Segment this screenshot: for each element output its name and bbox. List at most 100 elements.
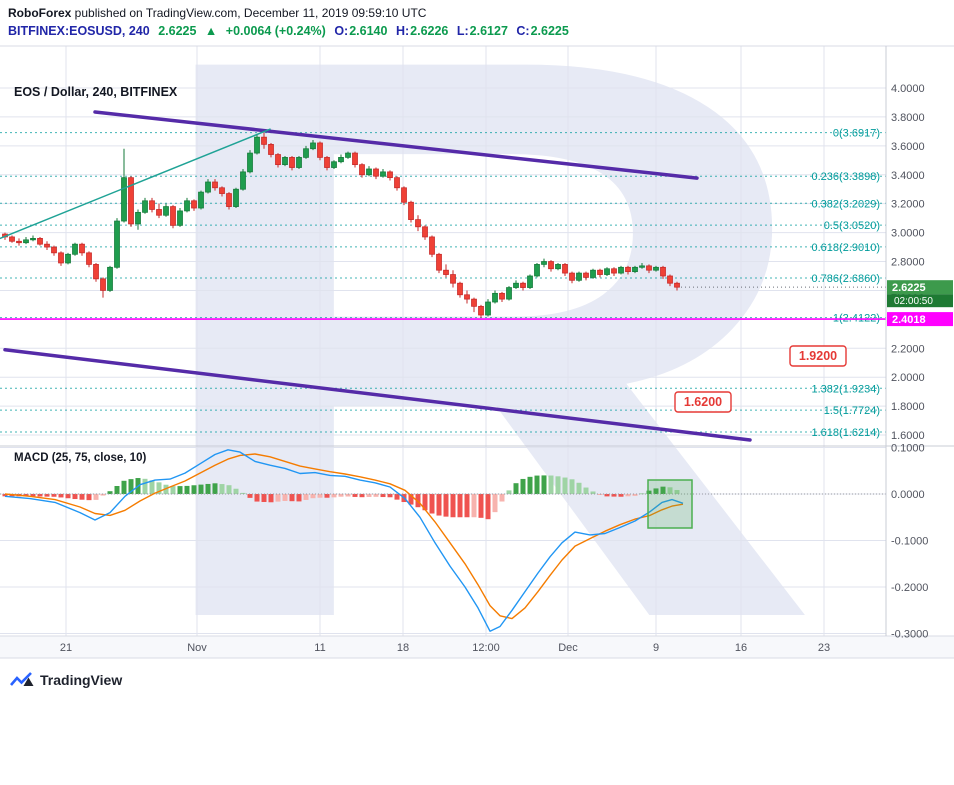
macd-bar bbox=[191, 485, 197, 494]
candle-down bbox=[359, 164, 365, 176]
candle-down bbox=[51, 246, 57, 254]
candle-up bbox=[632, 266, 638, 273]
macd-bar bbox=[541, 475, 547, 494]
macd-tick-label: 0.0000 bbox=[891, 489, 925, 501]
candle-down bbox=[44, 243, 50, 248]
candle-down bbox=[429, 236, 435, 255]
candle-down bbox=[170, 206, 176, 226]
candle-up bbox=[513, 282, 519, 288]
descending-trendline-lower[interactable] bbox=[3, 347, 752, 442]
price-tick-label: 2.8000 bbox=[891, 257, 925, 269]
candle-up bbox=[23, 239, 29, 244]
candle-down bbox=[93, 264, 99, 280]
macd-bar bbox=[562, 477, 568, 494]
macd-bar bbox=[51, 494, 57, 497]
macd-cross-highlight[interactable] bbox=[647, 479, 693, 529]
candle-down bbox=[128, 177, 134, 225]
magenta-price-tag: 2.4018 bbox=[892, 314, 926, 326]
candle-down bbox=[443, 269, 449, 275]
price-tick-label: 3.0000 bbox=[891, 228, 925, 240]
grid-lines bbox=[0, 46, 886, 636]
macd-bar bbox=[156, 482, 162, 494]
candle-up bbox=[30, 238, 36, 241]
chart-canvas[interactable]: 0(3.6917) 0.236(3.3898) 0.382(3.2029) 0.5(3… bbox=[0, 0, 954, 700]
time-tick-label: 21 bbox=[60, 642, 72, 654]
macd-bar bbox=[240, 492, 246, 494]
macd-bar bbox=[177, 486, 183, 494]
countdown-box bbox=[887, 294, 953, 308]
candle-down bbox=[464, 294, 470, 300]
macd-bar bbox=[212, 483, 218, 494]
macd-bar bbox=[345, 494, 351, 497]
macd-bar bbox=[555, 476, 561, 494]
candle-down bbox=[548, 261, 554, 270]
close-label: C: bbox=[516, 24, 530, 38]
macd-bar bbox=[471, 494, 477, 518]
time-axis[interactable]: 21 Nov 11 18 12:00 Dec 9 16 23 bbox=[60, 642, 830, 654]
price-callout[interactable]: 1.9200 bbox=[789, 345, 847, 367]
candle-down bbox=[373, 168, 379, 177]
candle-down bbox=[597, 269, 603, 275]
macd-bar bbox=[450, 494, 456, 518]
candle-down bbox=[79, 243, 85, 254]
macd-bar bbox=[478, 494, 484, 518]
candle-down bbox=[408, 201, 414, 220]
macd-bar bbox=[170, 486, 176, 494]
time-tick-label: Nov bbox=[187, 642, 207, 654]
macd-bar bbox=[527, 476, 533, 494]
trendlines[interactable] bbox=[0, 110, 752, 442]
macd-bar bbox=[317, 494, 323, 498]
candle-down bbox=[275, 154, 281, 166]
candle-up bbox=[639, 265, 645, 268]
candle-up bbox=[618, 266, 624, 274]
candle-down bbox=[156, 209, 162, 216]
macd-bar bbox=[583, 487, 589, 494]
macd-bar bbox=[100, 494, 106, 496]
candle-down bbox=[352, 152, 358, 166]
macd-bar bbox=[142, 478, 148, 494]
candle-down bbox=[569, 272, 575, 281]
candles bbox=[2, 132, 680, 318]
macd-bar bbox=[429, 494, 435, 514]
bar-countdown: 02:00:50 bbox=[894, 296, 933, 307]
fib-label: 0(3.6917) bbox=[833, 128, 880, 140]
fib-label: 1.382(1.9234) bbox=[812, 383, 881, 395]
macd-blue-line bbox=[4, 449, 684, 632]
fib-label: 1.618(1.6214) bbox=[812, 427, 881, 439]
macd-bar bbox=[618, 494, 624, 497]
ascending-trendline[interactable] bbox=[0, 128, 271, 240]
macd-bar bbox=[93, 494, 99, 500]
macd-bar bbox=[352, 494, 358, 497]
candle-up bbox=[163, 206, 169, 216]
candle-up bbox=[590, 269, 596, 278]
price-tick-label: 3.2000 bbox=[891, 199, 925, 211]
macd-legend-title: MACD (25, 75, close, 10) bbox=[14, 452, 147, 464]
candle-up bbox=[121, 177, 127, 222]
price-change: +0.0064 (+0.24%) bbox=[225, 24, 326, 38]
candle-up bbox=[177, 210, 183, 226]
macd-orange-line bbox=[4, 453, 684, 620]
price-callout[interactable]: 1.6200 bbox=[674, 391, 732, 413]
fib-label: 0.786(2.6860) bbox=[812, 273, 881, 285]
macd-bar bbox=[464, 494, 470, 518]
candle-up bbox=[296, 157, 302, 168]
macd-bar bbox=[436, 494, 442, 516]
price-tick-label: 4.0000 bbox=[891, 83, 925, 95]
macd-bar bbox=[303, 494, 309, 500]
candle-up bbox=[492, 292, 498, 303]
macd-bar bbox=[653, 488, 659, 494]
macd-bar bbox=[506, 490, 512, 494]
macd-bar bbox=[58, 494, 64, 498]
open-value: 2.6140 bbox=[349, 24, 388, 38]
candle-up bbox=[338, 157, 344, 163]
macd-bar bbox=[331, 494, 337, 498]
descending-trendline-upper[interactable] bbox=[93, 110, 699, 180]
candle-up bbox=[310, 142, 316, 150]
fib-retracement[interactable]: 0(3.6917) 0.236(3.3898) 0.382(3.2029) 0.5(3… bbox=[0, 128, 886, 439]
panel-borders bbox=[0, 45, 954, 659]
candle-up bbox=[534, 264, 540, 277]
footer: TradingView bbox=[0, 660, 954, 700]
macd-bar bbox=[443, 494, 449, 517]
macd-bar bbox=[23, 494, 29, 497]
price-axis[interactable]: 4.0000 3.8000 3.6000 3.4000 3.2000 3.0000 2.80… bbox=[891, 83, 928, 641]
